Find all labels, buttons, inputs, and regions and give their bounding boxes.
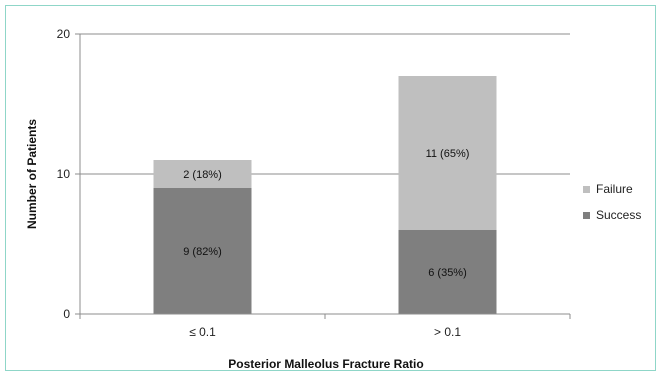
x-axis-title: Posterior Malleolus Fracture Ratio [228, 357, 423, 371]
data-label-failure-1: 2 (18%) [183, 169, 222, 181]
x-tick-label: ≤ 0.1 [189, 325, 216, 339]
x-tick-label: > 0.1 [434, 325, 461, 339]
bar-failure-1 [153, 160, 252, 188]
legend-label-failure: Failure [596, 182, 633, 196]
labels: 0 10 20 9 (82%) 2 (18%) ≤ 0.1 6 (35%) 11 (65%) >… [57, 27, 470, 339]
legend-swatch-failure [583, 186, 590, 193]
legend-label-success: Success [596, 208, 641, 222]
y-tick-label: 10 [57, 167, 71, 181]
y-tick-label: 20 [57, 27, 71, 41]
legend-swatch-success [583, 212, 590, 219]
data-label-success-1: 9 (82%) [183, 246, 222, 258]
y-axis-title: Number of Patients [25, 119, 39, 229]
data-label-failure-2: 11 (65%) [426, 148, 470, 160]
bar-success-2 [398, 230, 497, 314]
data-label-success-2: 6 (35%) [428, 267, 467, 279]
bar-success-1 [153, 188, 252, 314]
bars [153, 76, 497, 314]
legend: Failure Success [583, 182, 641, 222]
y-tick-label: 0 [63, 307, 70, 321]
chart-frame [5, 5, 656, 371]
axes [75, 33, 571, 319]
bar-failure-2 [398, 76, 497, 230]
